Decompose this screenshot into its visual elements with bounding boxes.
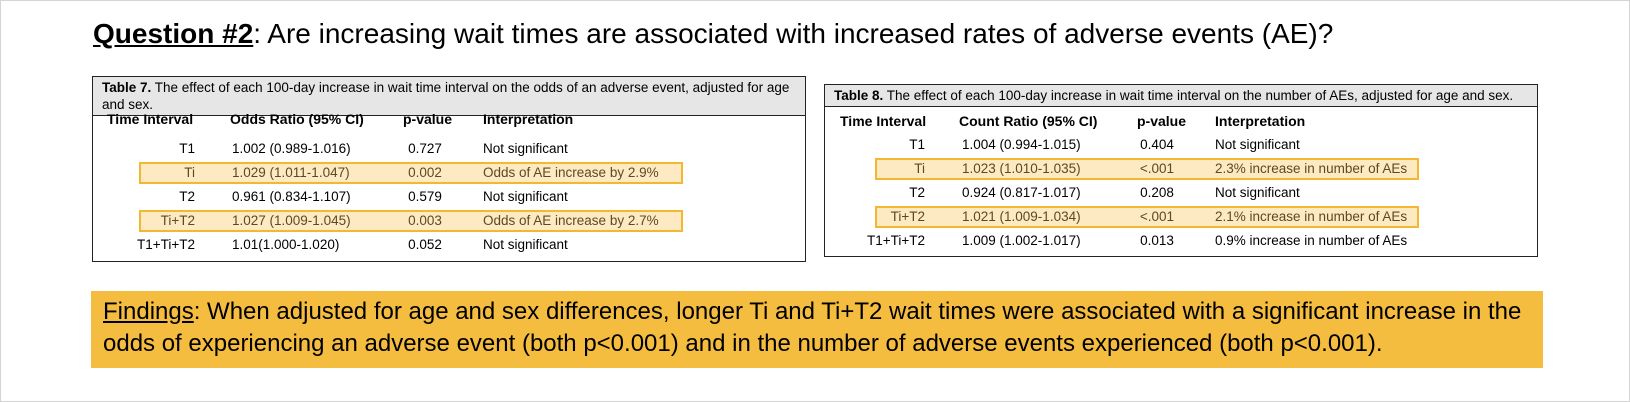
table8-cell-interp: 2.3% increase in number of AEs (1215, 161, 1408, 176)
table7-cell-p: 0.052 (408, 237, 442, 252)
table8-cell-ratio: 1.021 (1.009-1.034) (962, 209, 1081, 224)
table8-cell-interp: 0.9% increase in number of AEs (1215, 233, 1408, 248)
table7-cell-interval: T1+Ti+T2 (136, 237, 195, 252)
findings-label: Findings (103, 298, 194, 325)
table7-cell-interp: Not significant (483, 237, 568, 252)
findings-text: : When adjusted for age and sex differen… (103, 298, 1522, 357)
table8-cell-interp: Not significant (1215, 137, 1300, 152)
table7-cell-interval: Ti (184, 165, 195, 180)
table8-header-1: Count Ratio (95% CI) (959, 113, 1098, 129)
table7-cell-interp: Odds of AE increase by 2.9% (483, 165, 659, 180)
table8-header-2: p-value (1137, 113, 1187, 129)
question-text: : Are increasing wait times are associat… (253, 18, 1334, 49)
question-label: Question #2 (93, 18, 254, 49)
table-7-caption: Table 7. The effect of each 100-day incr… (93, 77, 805, 116)
findings-box: Findings: When adjusted for age and sex … (91, 291, 1543, 368)
table7-cell-interp: Not significant (483, 189, 568, 204)
table7-cell-interp: Not significant (483, 141, 568, 156)
table8-cell-ratio: 1.009 (1.002-1.017) (962, 233, 1081, 248)
table7-cell-ratio: 1.01(1.000-1.020) (232, 237, 340, 252)
table7-cell-ratio: 1.029 (1.011-1.047) (232, 165, 350, 180)
table-7: Table 7. The effect of each 100-day incr… (92, 76, 806, 262)
table8-cell-p: 0.404 (1140, 137, 1174, 152)
table7-header-3: Interpretation (483, 111, 574, 127)
table8-header-3: Interpretation (1215, 113, 1306, 129)
table8-cell-interp: 2.1% increase in number of AEs (1215, 209, 1408, 224)
table-8-caption-label: Table 8. (834, 88, 884, 103)
table7-cell-interval: T1 (179, 141, 195, 156)
table7-row-highlight (139, 162, 683, 184)
table7-cell-interp: Odds of AE increase by 2.7% (483, 213, 659, 228)
table8-cell-p: <.001 (1139, 209, 1175, 224)
table7-cell-p: 0.727 (408, 141, 442, 156)
table8-cell-interval: T1 (909, 137, 925, 152)
table8-header-0: Time Interval (840, 113, 927, 129)
table-8-caption-text: The effect of each 100-day increase in w… (883, 88, 1514, 103)
table7-header-1: Odds Ratio (95% CI) (230, 111, 364, 127)
table7-header-0: Time Interval (107, 111, 194, 127)
table7-cell-interval: T2 (179, 189, 195, 204)
table8-cell-ratio: 1.004 (0.994-1.015) (962, 137, 1081, 152)
table7-cell-p: 0.002 (408, 165, 442, 180)
table-8-caption: Table 8. The effect of each 100-day incr… (825, 85, 1537, 107)
table8-cell-interval: Ti+T2 (890, 209, 925, 224)
table8-cell-p: 0.208 (1140, 185, 1174, 200)
question-heading: Question #2: Are increasing wait times a… (93, 18, 1333, 50)
table8-cell-interval: T2 (909, 185, 925, 200)
table8-row-highlight (875, 158, 1419, 180)
table7-cell-p: 0.003 (408, 213, 442, 228)
table8-cell-ratio: 1.023 (1.010-1.035) (962, 161, 1081, 176)
table7-cell-p: 0.579 (408, 189, 442, 204)
table7-cell-ratio: 1.027 (1.009-1.045) (232, 213, 351, 228)
table8-cell-p: 0.013 (1140, 233, 1174, 248)
table7-cell-interval: Ti+T2 (160, 213, 195, 228)
table7-cell-ratio: 0.961 (0.834-1.107) (232, 189, 351, 204)
table8-cell-interval: Ti (914, 161, 925, 176)
table7-cell-ratio: 1.002 (0.989-1.016) (232, 141, 351, 156)
table-7-caption-label: Table 7. (102, 80, 152, 95)
table7-row-highlight (139, 210, 683, 232)
table8-cell-interp: Not significant (1215, 185, 1300, 200)
table7-header-2: p-value (403, 111, 453, 127)
table8-cell-ratio: 0.924 (0.817-1.017) (962, 185, 1081, 200)
table8-cell-interval: T1+Ti+T2 (866, 233, 925, 248)
table8-cell-p: <.001 (1139, 161, 1175, 176)
table-7-caption-text: The effect of each 100-day increase in w… (102, 80, 790, 112)
table-8: Table 8. The effect of each 100-day incr… (824, 84, 1538, 257)
table8-row-highlight (875, 206, 1419, 228)
